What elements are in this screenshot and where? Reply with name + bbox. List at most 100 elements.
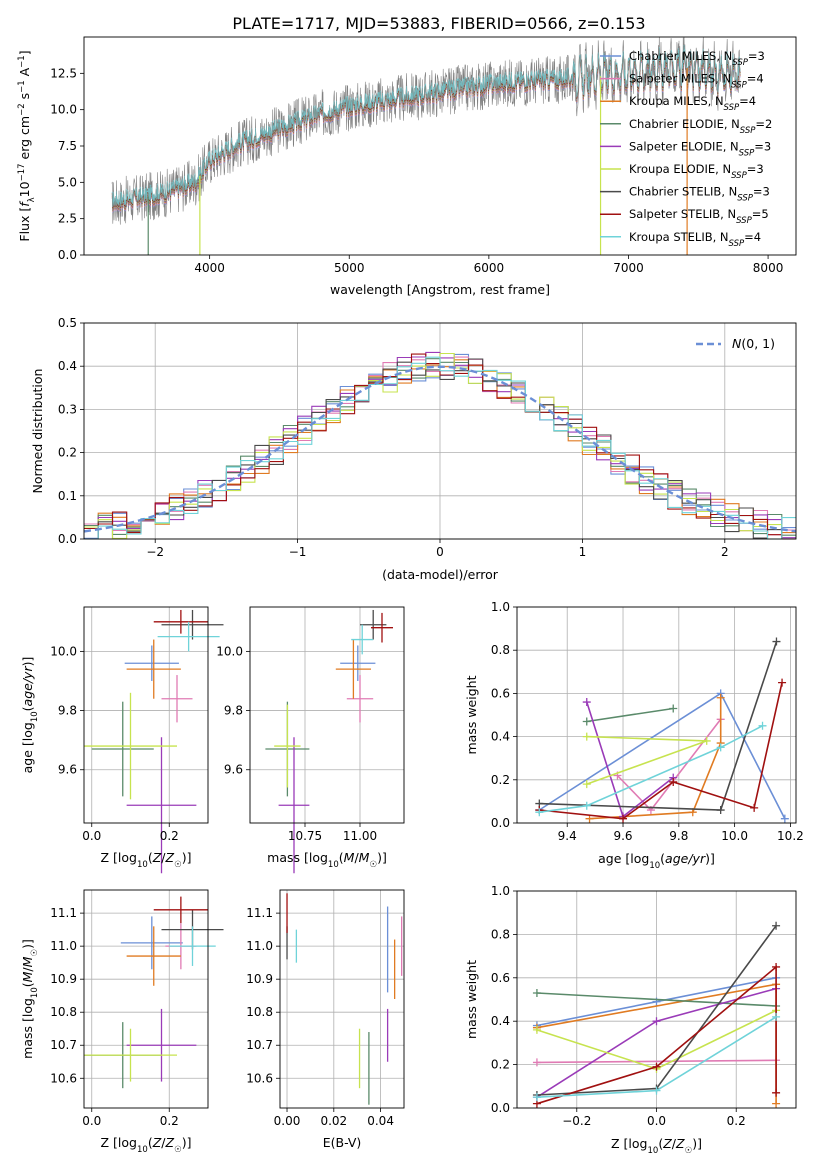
age-vs-z-ytick-label: 9.6 (58, 763, 77, 777)
weight-vs-z-ytick-label: 0.0 (491, 1101, 510, 1115)
weight-vs-age-marker-kroupa-elodie (702, 736, 711, 745)
data-layer (83, 37, 797, 1108)
weight-vs-age-marker-kroupa-miles (716, 693, 725, 702)
legend-entry-chabrier-elodie: Chabrier ELODIE, NSSP=2 (629, 117, 772, 136)
weight-vs-z-marker-salpeter-stelib (652, 1062, 661, 1071)
weight-vs-age-marker-chabrier-miles (780, 814, 789, 823)
weight-vs-age-ytick-label: 1.0 (491, 600, 510, 614)
weight-vs-z-ytick-label: 1.0 (491, 884, 510, 898)
figure-title: PLATE=1717, MJD=53883, FIBERID=0566, z=0… (232, 14, 645, 33)
residuals-ytick-label: 0.0 (58, 532, 77, 546)
weight-vs-age-marker-kroupa-stelib (582, 801, 591, 810)
mass-vs-z-ytick-label: 11.0 (50, 939, 77, 953)
weight-vs-z-ytick-label: 0.8 (491, 927, 510, 941)
spectrum-model-kroupa-stelib (111, 44, 741, 208)
weight-vs-age-marker-kroupa-stelib (716, 743, 725, 752)
weight-vs-age-marker-chabrier-stelib (716, 806, 725, 815)
mass-vs-ebv-ytick-label: 10.7 (246, 1038, 273, 1052)
mass-vs-ebv-ytick-label: 11.1 (246, 906, 273, 920)
residual-hist-kroupa-stelib (84, 356, 796, 540)
weight-vs-age-line-chabrier-miles (538, 692, 786, 820)
mass-vs-ebv-xtick-label: 0.02 (320, 1114, 347, 1128)
age-vs-z-ylabel: age [log10(age/yr)] (20, 657, 40, 774)
grid-layer (84, 322, 796, 1109)
mass-vs-ebv-xtick-label: 0.04 (367, 1114, 394, 1128)
legend-entry-chabrier-stelib: Chabrier STELIB, NSSP=3 (629, 185, 770, 204)
weight-vs-age-marker-salpeter-elodie (582, 698, 591, 707)
mass-vs-z-xlabel: Z [log10(Z/Z☉)] (101, 1135, 192, 1155)
mass-vs-ebv-xtick-label: 0.00 (274, 1114, 301, 1128)
legend-entry-kroupa-stelib: Kroupa STELIB, NSSP=4 (629, 230, 761, 249)
weight-vs-z-marker-chabrier-elodie (532, 988, 541, 997)
residuals-ytick-label: 0.2 (58, 446, 77, 460)
mass-vs-ebv-frame (279, 889, 405, 1109)
weight-vs-age-ytick-label: 0.2 (491, 773, 510, 787)
mass-vs-ebv-xlabel: E(B-V) (323, 1135, 362, 1150)
spectrum-frame (83, 36, 797, 256)
weight-vs-age-marker-kroupa-stelib (535, 808, 544, 817)
weight-vs-z-ylabel: mass weight (464, 960, 479, 1039)
mass-vs-z-frame (83, 889, 209, 1109)
spectrum-xlabel: wavelength [Angstrom, rest frame] (330, 282, 550, 297)
weight-vs-age-ytick-label: 0.0 (491, 816, 510, 830)
weight-vs-age-marker-chabrier-stelib (772, 637, 781, 646)
weight-vs-age-frame (516, 606, 797, 824)
residuals-ytick-label: 0.4 (58, 359, 77, 373)
age-vs-z-ytick-label: 9.8 (58, 704, 77, 718)
residuals-frame (83, 322, 797, 540)
weight-vs-z-marker-kroupa-miles (772, 1099, 781, 1108)
weight-vs-z-marker-kroupa-stelib (652, 1086, 661, 1095)
age-vs-mass-ytick-label: 9.8 (224, 704, 243, 718)
weight-vs-z-ytick-label: 0.4 (491, 1014, 510, 1028)
age-vs-z-xtick-label: 0.2 (160, 829, 179, 843)
spectrum-ytick-label: 2.5 (58, 212, 77, 226)
weight-vs-z-line-salpeter-stelib (536, 965, 777, 1105)
residuals-xtick-label: 2 (721, 545, 729, 559)
spectrum-plot-area (111, 37, 741, 255)
weight-vs-age-marker-kroupa-stelib (758, 721, 767, 730)
spectrum-ytick-label: 0.0 (58, 248, 77, 262)
weight-vs-z-marker-salpeter-miles (532, 1058, 541, 1067)
spectrum-xtick-label: 8000 (753, 261, 784, 275)
mass-vs-z-ytick-label: 10.7 (50, 1038, 77, 1052)
age-vs-mass-xtick-label: 11.00 (343, 829, 377, 843)
weight-vs-age-ytick-label: 0.6 (491, 686, 510, 700)
spectrum-xtick-label: 5000 (334, 261, 365, 275)
residuals-xtick-label: −2 (146, 545, 164, 559)
labels-layer: 4000 5000 6000 7000 80000.02.55.07.510.012.5… (17, 49, 804, 1156)
weight-vs-age-ytick-label: 0.8 (491, 643, 510, 657)
age-vs-mass-xlabel: mass [log10(M/M☉)] (267, 850, 387, 870)
spectrum-ylabel: Flux [fλ10−17 erg cm−2 s−1 A−1] (17, 50, 37, 241)
age-vs-mass-ytick-label: 10.0 (216, 644, 243, 658)
mass-vs-z-ytick-label: 10.8 (50, 1005, 77, 1019)
mass-vs-z-ytick-label: 10.6 (50, 1071, 77, 1085)
mass-vs-ebv-ytick-label: 10.9 (246, 972, 273, 986)
age-vs-z-frame (83, 606, 209, 824)
weight-vs-age-xtick-label: 9.4 (558, 829, 577, 843)
residuals-xtick-label: 0 (436, 545, 444, 559)
weight-vs-z-xtick-label: 0.2 (727, 1114, 746, 1128)
normal-curve (83, 365, 797, 533)
mass-vs-z-ytick-label: 11.1 (50, 906, 77, 920)
weight-vs-age-marker-salpeter-stelib (750, 803, 759, 812)
legend-entry-kroupa-elodie: Kroupa ELODIE, NSSP=3 (629, 162, 764, 181)
weight-vs-age-line-chabrier-stelib (539, 641, 778, 811)
spectrum-xtick-label: 6000 (474, 261, 505, 275)
residuals-ylabel: Normed distribution (30, 369, 45, 494)
legend-entry-chabrier-miles: Chabrier MILES, NSSP=3 (629, 49, 765, 68)
legend-entry-salpeter-stelib: Salpeter STELIB, NSSP=5 (629, 207, 769, 226)
weight-vs-age-xtick-label: 10.2 (777, 829, 804, 843)
weight-vs-z-frame (516, 890, 797, 1109)
weight-vs-z-xlabel: Z [log10(Z/Z☉)] (611, 1136, 702, 1156)
weight-vs-z-ytick-label: 0.2 (491, 1058, 510, 1072)
spectrum-ytick-label: 5.0 (58, 175, 77, 189)
residuals-ytick-label: 0.1 (58, 489, 77, 503)
weight-vs-age-line-kroupa-stelib (539, 725, 763, 813)
weight-vs-z-marker-salpeter-elodie (652, 1017, 661, 1026)
weight-vs-z-marker-salpeter-stelib (772, 1088, 781, 1097)
weight-vs-age-line-salpeter-miles (616, 718, 722, 812)
age-vs-mass-frame (249, 606, 405, 824)
mass-vs-ebv-ytick-label: 10.8 (246, 1005, 273, 1019)
frame-layer (80, 36, 797, 1112)
